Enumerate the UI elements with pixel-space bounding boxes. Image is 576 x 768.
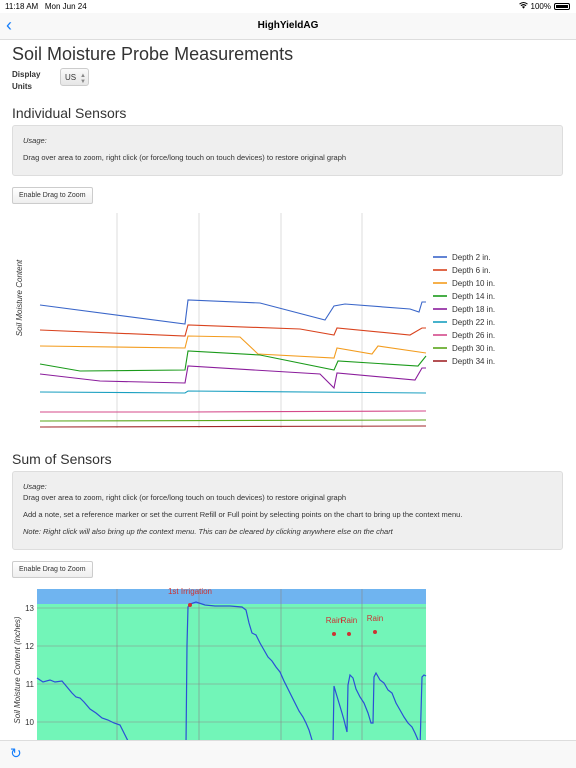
- sum-of-sensors-chart[interactable]: Soil Moisture Content (inches) 13121110 …: [0, 585, 576, 740]
- annotation-marker[interactable]: Rain: [326, 616, 342, 636]
- chart1-y-axis-label: Soil Moisture Content: [15, 259, 24, 336]
- legend-item[interactable]: Depth 2 in.: [433, 253, 491, 262]
- chart1-legend[interactable]: Depth 2 in. Depth 6 in. Depth 10 in. Depth …: [433, 253, 495, 366]
- series-line-7: [40, 410, 427, 413]
- annotation-marker[interactable]: Rain: [341, 616, 357, 636]
- chart1-gridlines: [116, 213, 363, 428]
- status-bar: 11:18 AM Mon Jun 24 100%: [0, 0, 576, 13]
- chart1-series-group: [39, 299, 427, 428]
- display-units-value: US: [65, 73, 77, 82]
- annotation-label: Rain: [341, 616, 357, 625]
- wifi-icon: [518, 2, 528, 11]
- annotation-marker[interactable]: Rain: [367, 614, 383, 634]
- battery-percent: 100%: [530, 2, 551, 11]
- page-title: Soil Moisture Probe Measurements: [12, 44, 294, 64]
- annotation-label: 1st Irrigation: [168, 587, 212, 596]
- y-tick-label: 13: [25, 604, 34, 613]
- series-line-1: [39, 299, 426, 325]
- series-line-9: [39, 425, 427, 428]
- bottom-toolbar: ↻: [0, 740, 576, 768]
- legend-label: Depth 30 in.: [452, 344, 495, 353]
- usage-box-2: Usage: Drag over area to zoom, right cli…: [12, 471, 563, 550]
- series-line-8: [39, 419, 427, 422]
- annotation-label: Rain: [367, 614, 383, 623]
- display-units-select[interactable]: US ▲ ▼: [60, 68, 89, 86]
- annotation-marker[interactable]: 1st Irrigation: [168, 587, 212, 607]
- legend-label: Depth 14 in.: [452, 292, 495, 301]
- legend-item[interactable]: Depth 6 in.: [433, 266, 491, 275]
- chart2-series-line: [36, 601, 427, 740]
- legend-label: Depth 26 in.: [452, 331, 495, 340]
- legend-label: Depth 18 in.: [452, 305, 495, 314]
- annotation-dot: [373, 630, 377, 634]
- status-right: 100%: [518, 2, 570, 11]
- y-tick-label: 10: [25, 718, 34, 727]
- battery-icon: [554, 3, 570, 10]
- legend-item[interactable]: Depth 26 in.: [433, 331, 495, 340]
- sum-of-sensors-heading: Sum of Sensors: [12, 451, 112, 467]
- legend-label: Depth 34 in.: [452, 357, 495, 366]
- chevron-down-icon: ▲ ▼: [80, 73, 86, 85]
- y-tick-label: 12: [25, 642, 34, 651]
- legend-item[interactable]: Depth 22 in.: [433, 318, 495, 327]
- individual-sensors-chart[interactable]: Soil Moisture Content May 29, 2019Jun 5,…: [0, 208, 576, 428]
- navigation-bar: ‹ HighYieldAG: [0, 13, 576, 40]
- usage-note: Note: Right click will also bring up the…: [23, 527, 393, 536]
- series-line-5: [39, 365, 426, 390]
- display-units-label: Display Units: [12, 70, 41, 91]
- legend-label: Depth 22 in.: [452, 318, 495, 327]
- annotation-dot: [347, 632, 351, 636]
- series-line-4: [39, 350, 427, 372]
- legend-label: Depth 10 in.: [452, 279, 495, 288]
- y-tick-label: 11: [26, 680, 35, 689]
- legend-item[interactable]: Depth 34 in.: [433, 357, 495, 366]
- chart2-gridlines: [37, 589, 426, 740]
- individual-sensors-heading: Individual Sensors: [12, 105, 127, 121]
- back-chevron-icon[interactable]: ‹: [6, 15, 12, 35]
- refresh-icon[interactable]: ↻: [10, 745, 22, 761]
- annotation-dot: [332, 632, 336, 636]
- annotation-label: Rain: [326, 616, 342, 625]
- legend-label: Depth 2 in.: [452, 253, 491, 262]
- legend-item[interactable]: Depth 30 in.: [433, 344, 495, 353]
- enable-drag-zoom-button-1[interactable]: Enable Drag to Zoom: [12, 187, 93, 204]
- nav-title: HighYieldAG: [257, 20, 319, 31]
- usage-text-2: Add a note, set a reference marker or se…: [23, 510, 463, 519]
- series-line-2: [39, 324, 426, 337]
- legend-item[interactable]: Depth 10 in.: [433, 279, 495, 288]
- status-time: 11:18 AM Mon Jun 24: [5, 2, 87, 11]
- series-line-3: [39, 335, 427, 359]
- usage-title: Usage:: [23, 482, 47, 491]
- series-line-6: [39, 390, 427, 394]
- full-point-band: [37, 589, 426, 604]
- chart2-y-ticks: 13 12 11 10: [25, 604, 34, 727]
- usage-title: Usage:: [23, 136, 47, 145]
- refill-band: [37, 604, 426, 740]
- usage-box-1: Usage: Drag over area to zoom, right cli…: [12, 125, 563, 176]
- usage-text: Drag over area to zoom, right click (or …: [23, 493, 347, 502]
- usage-text: Drag over area to zoom, right click (or …: [23, 153, 347, 162]
- enable-drag-zoom-button-2[interactable]: Enable Drag to Zoom: [12, 561, 93, 578]
- chart2-y-axis-label: Soil Moisture Content (inches): [13, 616, 22, 723]
- legend-item[interactable]: Depth 14 in.: [433, 292, 495, 301]
- legend-label: Depth 6 in.: [452, 266, 491, 275]
- page-content[interactable]: Soil Moisture Probe Measurements Display…: [0, 40, 576, 740]
- annotation-dot: [188, 603, 192, 607]
- legend-item[interactable]: Depth 18 in.: [433, 305, 495, 314]
